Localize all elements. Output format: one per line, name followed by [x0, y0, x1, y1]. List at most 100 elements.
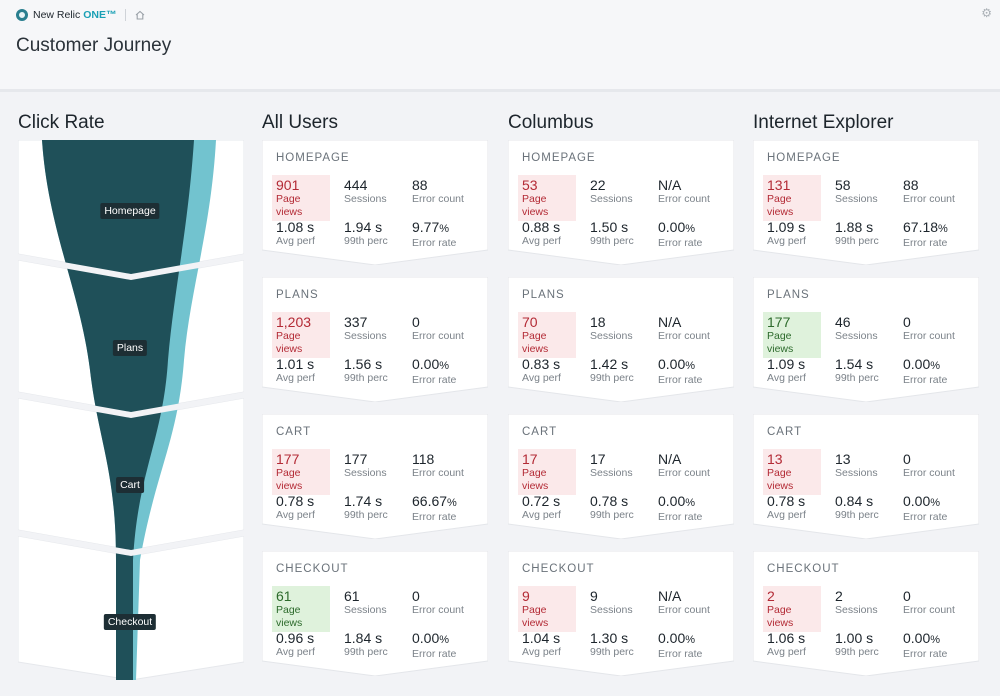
metric-sessions: 18 Sessions	[590, 314, 652, 343]
stage-card[interactable]: PLANS 177 Page views 46 Sessions 0 Error count…	[753, 277, 979, 402]
metric-avg-perf: 0.78 s Avg perf	[767, 493, 829, 522]
metric-value: 88	[412, 177, 474, 193]
metric-p99: 1.50 s 99th perc	[590, 219, 652, 248]
metric-value-number: 0.00	[903, 630, 931, 646]
metric-error-rate: 66.67% Error rate	[412, 493, 474, 524]
metric-label: Error count	[658, 193, 710, 205]
metric-value-number: 1.84 s	[344, 630, 383, 646]
metric-value: 1.00 s	[835, 630, 897, 646]
metric-value-number: 1.06 s	[767, 630, 806, 646]
percent-sign: %	[685, 497, 696, 509]
metric-value-number: 0.78 s	[276, 493, 315, 509]
metric-label: Avg perf	[522, 646, 561, 658]
metric-label: Error count	[903, 467, 955, 479]
percent-sign: %	[930, 360, 941, 372]
metric-value: 0	[903, 588, 965, 604]
metric-error-count: 0 Error count	[903, 314, 965, 343]
metric-label: Avg perf	[276, 646, 315, 658]
metric-value: 2	[835, 588, 897, 604]
metric-label: Error count	[903, 604, 955, 616]
metric-p99: 1.30 s 99th perc	[590, 630, 652, 659]
metric-value: 0.00%	[658, 219, 720, 237]
metric-value: 177	[344, 451, 406, 467]
metric-value: 1.09 s	[767, 219, 829, 235]
metric-value-number: N/A	[658, 451, 682, 467]
metric-label: Avg perf	[522, 372, 561, 384]
metric-p99: 1.42 s 99th perc	[590, 356, 652, 385]
metric-label: Error rate	[903, 237, 948, 249]
metric-value-number: 0.00	[412, 356, 440, 372]
funnel-stage-label[interactable]: Homepage	[100, 203, 160, 219]
metric-value-number: 1,203	[276, 314, 312, 330]
metric-label: Sessions	[590, 193, 633, 205]
stage-card[interactable]: CART 17 Page views 17 Sessions N/A Error count…	[508, 414, 734, 539]
metric-label: Error rate	[658, 511, 703, 523]
home-icon[interactable]	[134, 9, 146, 21]
card-background	[753, 414, 979, 539]
metric-label: Avg perf	[276, 235, 315, 247]
metric-label: Error rate	[903, 648, 948, 660]
gear-icon[interactable]: ⚙	[981, 6, 992, 20]
metric-value: 1.06 s	[767, 630, 829, 646]
metric-value-number: 444	[344, 177, 368, 193]
metric-label: Avg perf	[522, 509, 561, 521]
metric-label: Error count	[412, 330, 464, 342]
metric-value: 0.00%	[658, 493, 720, 511]
metric-value-number: 88	[903, 177, 919, 193]
metric-value-number: 0.00	[658, 356, 686, 372]
metric-value-number: 1.00 s	[835, 630, 874, 646]
metric-value: 1.54 s	[835, 356, 897, 372]
stage-card[interactable]: HOMEPAGE 53 Page views 22 Sessions N/A Error c…	[508, 140, 734, 265]
metric-value-number: 1.09 s	[767, 219, 806, 235]
metric-value-number: 0.96 s	[276, 630, 315, 646]
metric-error-rate: 0.00% Error rate	[658, 356, 720, 387]
stage-card[interactable]: HOMEPAGE 131 Page views 58 Sessions 88 Error c…	[753, 140, 979, 265]
stage-card[interactable]: PLANS 70 Page views 18 Sessions N/A Error coun…	[508, 277, 734, 402]
stage-name: HOMEPAGE	[767, 152, 841, 164]
metric-label: Page views	[276, 604, 303, 629]
metric-label: Error count	[658, 467, 710, 479]
metric-avg-perf: 1.08 s Avg perf	[276, 219, 338, 248]
metric-page-views: 17 Page views	[518, 449, 576, 495]
metric-value: 901	[276, 177, 326, 193]
metric-label: Page views	[522, 467, 549, 492]
metric-page-views: 9 Page views	[518, 586, 576, 632]
brand[interactable]: New Relic ONE™	[16, 9, 146, 21]
metric-value-number: 0.00	[412, 630, 440, 646]
metric-value: 18	[590, 314, 652, 330]
metric-value-number: 0	[903, 314, 911, 330]
metric-value: 131	[767, 177, 817, 193]
metric-label: Page views	[767, 193, 794, 218]
metric-p99: 0.78 s 99th perc	[590, 493, 652, 522]
stage-name: PLANS	[276, 289, 319, 301]
funnel-stage-label[interactable]: Cart	[116, 477, 144, 493]
stage-card[interactable]: PLANS 1,203 Page views 337 Sessions 0 Error co…	[262, 277, 488, 402]
metric-value: 0.78 s	[276, 493, 338, 509]
metric-value-number: 1.94 s	[344, 219, 383, 235]
stage-card[interactable]: CHECKOUT 9 Page views 9 Sessions N/A Error cou…	[508, 551, 734, 676]
percent-sign: %	[930, 497, 941, 509]
metric-value-number: 70	[522, 314, 538, 330]
metric-label: Error count	[658, 330, 710, 342]
metric-label: Error rate	[658, 648, 703, 660]
metric-p99: 1.54 s 99th perc	[835, 356, 897, 385]
stage-card[interactable]: HOMEPAGE 901 Page views 444 Sessions 88 Error …	[262, 140, 488, 265]
metric-error-count: 88 Error count	[412, 177, 474, 206]
funnel-stage-label[interactable]: Checkout	[103, 614, 157, 630]
stage-card[interactable]: CHECKOUT 61 Page views 61 Sessions 0 Error cou…	[262, 551, 488, 676]
metric-value: 337	[344, 314, 406, 330]
metric-label: Sessions	[835, 467, 878, 479]
metric-page-views: 13 Page views	[763, 449, 821, 495]
funnel-stage-label[interactable]: Plans	[112, 340, 148, 356]
stage-card[interactable]: CART 177 Page views 177 Sessions 118 Error cou…	[262, 414, 488, 539]
metric-label: Sessions	[835, 330, 878, 342]
metric-value: 0.00%	[658, 356, 720, 374]
metric-label: Error count	[412, 193, 464, 205]
stage-name: PLANS	[767, 289, 810, 301]
stage-card[interactable]: CART 13 Page views 13 Sessions 0 Error count 0.…	[753, 414, 979, 539]
metric-error-count: N/A Error count	[658, 177, 720, 206]
metric-avg-perf: 0.88 s Avg perf	[522, 219, 584, 248]
metric-label: 99th perc	[344, 509, 388, 521]
stage-card[interactable]: CHECKOUT 2 Page views 2 Sessions 0 Error count…	[753, 551, 979, 676]
metric-value: N/A	[658, 177, 720, 193]
